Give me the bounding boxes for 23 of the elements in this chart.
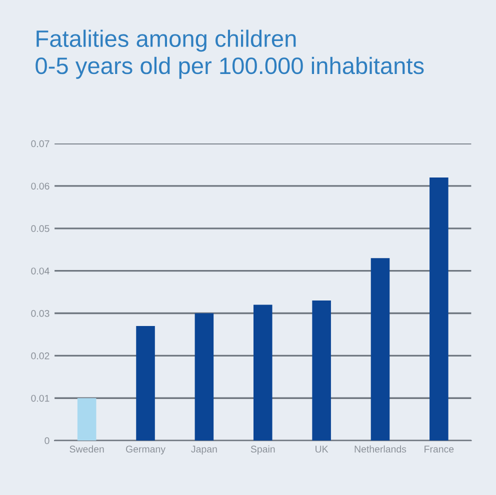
- x-tick-label: UK: [316, 446, 328, 453]
- bar: [194, 313, 214, 441]
- x-tick-label: Spain: [250, 445, 275, 454]
- y-tick-label: 0.07: [31, 140, 50, 148]
- y-tick-label: 0.05: [31, 225, 50, 232]
- bar: [77, 398, 96, 441]
- y-tick-label: 0.06: [31, 182, 50, 190]
- bar: [253, 304, 272, 441]
- y-tick-label: 0.02: [31, 352, 50, 360]
- y-tick-label: 0.01: [31, 394, 50, 402]
- bar: [430, 177, 448, 441]
- bar: [136, 326, 155, 441]
- x-tick-label: Germany: [126, 446, 166, 454]
- x-tick-label: France: [424, 446, 454, 453]
- bar: [312, 300, 331, 441]
- x-tick-label: Netherlands: [354, 445, 406, 453]
- y-tick-label: 0.03: [31, 310, 50, 317]
- y-tick-label: 0: [44, 437, 50, 444]
- chart-title: Fatalities among children 0-5 years old per 100.000 inhabitants: [36, 30, 424, 79]
- x-tick-label: Sweden: [70, 445, 104, 453]
- x-tick-label: Japan: [191, 446, 217, 454]
- bar: [370, 258, 390, 441]
- y-tick-label: 0.04: [31, 268, 50, 274]
